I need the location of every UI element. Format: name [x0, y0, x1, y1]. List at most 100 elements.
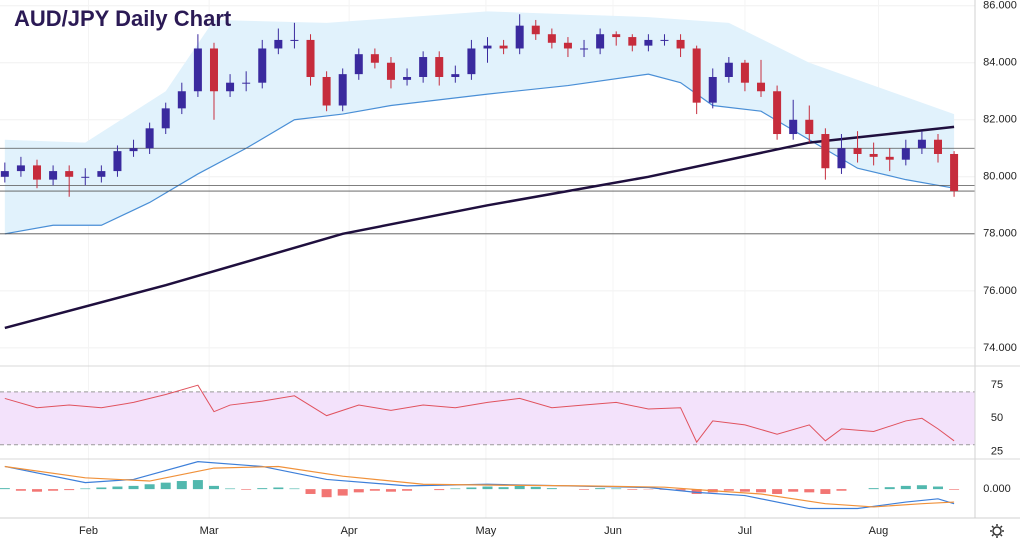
macd-histogram-bar [627, 489, 638, 490]
macd-histogram-bar [176, 481, 187, 490]
y-tick-label: 86.000 [983, 0, 1017, 12]
rsi-tick-label: 25 [991, 445, 1003, 457]
candle-body [467, 48, 476, 75]
macd-histogram-bar [579, 489, 590, 490]
candle-body [435, 57, 444, 77]
rsi-band [0, 391, 975, 445]
x-tick-label: Jul [738, 525, 752, 537]
candle-body [692, 48, 701, 103]
macd-histogram-bar [96, 487, 107, 490]
candle-body [628, 37, 637, 46]
y-tick-label: 80.000 [983, 171, 1017, 183]
macd-histogram-bar [241, 489, 252, 490]
candle-body [97, 171, 106, 177]
candle-body [226, 82, 235, 92]
macd-histogram-bar [611, 488, 622, 490]
y-tick-label: 84.000 [983, 57, 1017, 69]
macd-histogram-bar [305, 489, 316, 494]
rsi-tick-label: 75 [991, 379, 1003, 391]
macd-histogram-bar [820, 489, 831, 494]
macd-histogram-bar [900, 485, 911, 490]
macd-histogram-bar [48, 489, 59, 491]
candle-body [338, 74, 347, 106]
candle-body [644, 39, 653, 46]
candle-body [419, 57, 428, 77]
macd-histogram-bar [884, 487, 895, 490]
candle-body [403, 76, 412, 80]
macd-histogram-bar [932, 486, 943, 490]
candle-body [917, 139, 926, 149]
x-tick-label: Jun [604, 525, 622, 537]
macd-tick-label: 0.000 [983, 483, 1011, 495]
candle-body [193, 48, 202, 92]
candle-body [901, 148, 910, 160]
macd-histogram-bar [208, 485, 219, 490]
candle-body [0, 171, 9, 177]
candle-body [65, 171, 74, 177]
macd-histogram-bar [756, 489, 767, 493]
macd-histogram-bar [369, 489, 380, 491]
candle-body [290, 39, 299, 41]
candle-body [258, 48, 267, 83]
candle-body [563, 42, 572, 49]
macd-histogram-bar [273, 487, 284, 490]
candle-body [580, 48, 589, 50]
candle-body [805, 119, 814, 135]
candle-body [322, 76, 331, 106]
macd-histogram-bar [0, 488, 10, 490]
candle-body [821, 134, 830, 169]
macd-histogram-bar [128, 485, 139, 490]
candle-body [145, 128, 154, 149]
macd-histogram-bar [546, 488, 557, 490]
candle-body [16, 165, 25, 172]
candle-body [724, 62, 733, 77]
x-tick-label: May [476, 525, 497, 537]
macd-histogram-bar [498, 487, 509, 490]
macd-histogram-bar [595, 488, 606, 490]
candle-body [837, 148, 846, 169]
candle-body [177, 91, 186, 109]
candle-body [33, 165, 42, 180]
macd-histogram-bar [321, 489, 332, 498]
x-tick-label: Mar [200, 525, 219, 537]
macd-histogram-bar [450, 488, 461, 490]
candle-body [81, 176, 90, 178]
candle-body [853, 148, 862, 154]
macd-histogram-bar [868, 488, 879, 490]
y-tick-label: 82.000 [983, 114, 1017, 126]
macd-histogram-bar [353, 489, 364, 493]
macd-histogram-bar [482, 486, 493, 490]
candle-body [531, 25, 540, 35]
macd-histogram-bar [530, 486, 541, 490]
macd-histogram-bar [144, 484, 155, 490]
settings-icon[interactable] [990, 524, 1004, 538]
candle-body [676, 39, 685, 49]
candle-body [660, 39, 669, 41]
macd-histogram-bar [675, 489, 686, 491]
y-tick-label: 74.000 [983, 342, 1017, 354]
chart-title: AUD/JPY Daily Chart [14, 6, 232, 31]
candle-body [370, 54, 379, 63]
candle-body [869, 153, 878, 157]
candle-body [740, 62, 749, 83]
macd-histogram-bar [836, 489, 847, 491]
candle-body [885, 156, 894, 160]
candle-body [596, 34, 605, 49]
candle-body [708, 76, 717, 103]
macd-line [4, 465, 955, 508]
macd-histogram-bar [804, 489, 815, 493]
candle-body [499, 45, 508, 49]
macd-histogram-bar [32, 489, 43, 492]
macd-histogram-bar [112, 486, 123, 490]
candle-body [113, 151, 122, 172]
macd-histogram-bar [15, 489, 26, 491]
x-tick-label: Apr [341, 525, 358, 537]
candle-body [354, 54, 363, 75]
macd-histogram-bar [434, 489, 445, 491]
candle-body [789, 119, 798, 135]
candle-body [242, 82, 251, 84]
candle-body [612, 34, 621, 38]
candle-body [209, 48, 218, 92]
